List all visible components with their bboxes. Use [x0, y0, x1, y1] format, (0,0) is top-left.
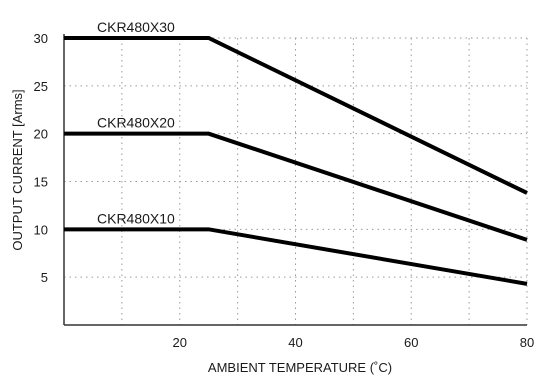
y-tick-label: 20: [34, 127, 48, 142]
x-tick-label: 60: [404, 335, 418, 350]
y-tick-label: 30: [34, 31, 48, 46]
y-tick-label: 25: [34, 79, 48, 94]
y-tick-label: 15: [34, 175, 48, 190]
series-label: CKR480X10: [97, 210, 175, 226]
series-label: CKR480X20: [97, 115, 175, 131]
series-line: [64, 36, 528, 195]
grid-layer: [64, 37, 528, 325]
y-tick-label: 5: [41, 270, 48, 285]
x-tick-label: 80: [520, 335, 534, 350]
series-line: [64, 131, 528, 242]
series-label-layer: CKR480X30 CKR480X20 CKR480X10: [97, 19, 175, 226]
y-axis-title: OUTPUT CURRENT [Arms]: [10, 89, 25, 250]
axis-layer: [63, 34, 527, 326]
series-label: CKR480X30: [97, 19, 175, 35]
y-tick-label: 10: [34, 222, 48, 237]
x-tick-label: 40: [288, 335, 302, 350]
x-tick-label: 20: [173, 335, 187, 350]
x-axis-title: AMBIENT TEMPERATURE (˚C): [208, 360, 392, 375]
tick-label-layer: 20 40 60 80 5 10 15 20 25 30: [34, 31, 535, 350]
series-line: [64, 227, 528, 286]
series-layer: [64, 36, 528, 286]
